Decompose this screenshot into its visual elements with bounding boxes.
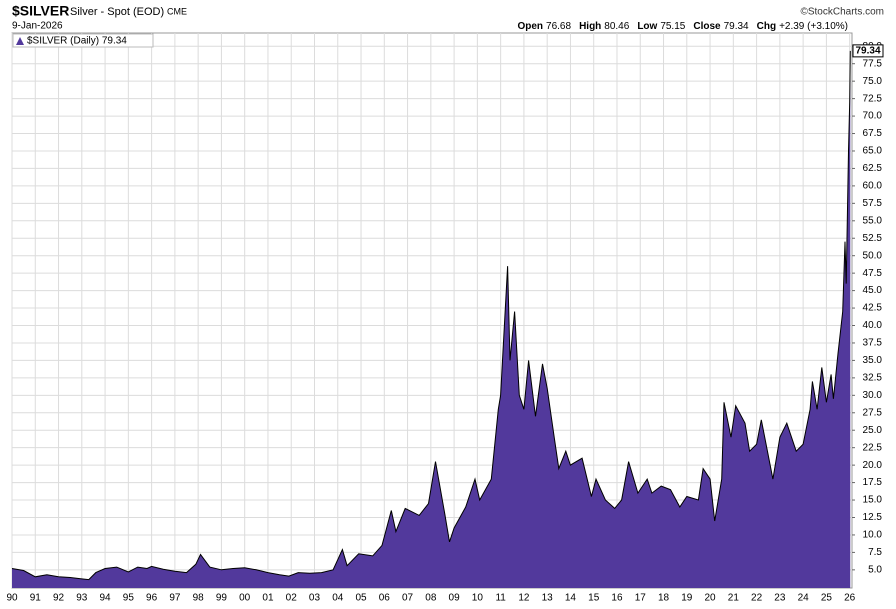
x-tick-label: 13 — [542, 593, 554, 604]
quote-value: 76.68 — [546, 21, 571, 32]
x-tick-label: 04 — [332, 593, 344, 604]
y-tick-label: 57.5 — [863, 198, 883, 209]
x-tick-label: 09 — [449, 593, 461, 604]
quote-label: Open — [517, 21, 543, 32]
x-tick-label: 17 — [635, 593, 647, 604]
y-tick-label: 52.5 — [863, 233, 883, 244]
x-tick-label: 95 — [123, 593, 135, 604]
y-tick-label: 50.0 — [863, 250, 883, 261]
y-tick-label: 22.5 — [863, 442, 883, 453]
x-tick-label: 15 — [588, 593, 600, 604]
y-tick-label: 45.0 — [863, 285, 883, 296]
y-tick-label: 77.5 — [863, 58, 883, 69]
x-tick-label: 12 — [518, 593, 530, 604]
exchange: CME — [167, 6, 187, 16]
x-tick-label: 05 — [355, 593, 367, 604]
quote-label: Low — [637, 21, 657, 32]
x-tick-label: 93 — [76, 593, 88, 604]
x-tick-label: 25 — [821, 593, 833, 604]
quote-value: 75.15 — [660, 21, 685, 32]
chart-title: Silver - Spot (EOD) — [70, 6, 164, 18]
y-tick-label: 40.0 — [863, 320, 883, 331]
y-tick-label: 42.5 — [863, 303, 883, 314]
x-tick-label: 97 — [169, 593, 181, 604]
x-tick-label: 20 — [704, 593, 716, 604]
y-tick-label: 55.0 — [863, 215, 883, 226]
y-tick-label: 70.0 — [863, 111, 883, 122]
y-tick-label: 25.0 — [863, 425, 883, 436]
x-tick-label: 10 — [472, 593, 484, 604]
x-tick-label: 96 — [146, 593, 158, 604]
x-tick-label: 08 — [425, 593, 437, 604]
y-tick-label: 62.5 — [863, 163, 883, 174]
quote-label: High — [579, 21, 601, 32]
x-tick-label: 14 — [565, 593, 577, 604]
x-tick-label: 07 — [402, 593, 414, 604]
price-tag: 79.34 — [855, 46, 880, 57]
x-tick-label: 91 — [30, 593, 42, 604]
x-tick-label: 18 — [658, 593, 670, 604]
y-tick-label: 5.0 — [868, 564, 882, 575]
y-tick-label: 67.5 — [863, 128, 883, 139]
x-tick-label: 11 — [495, 593, 506, 604]
symbol: $SILVER — [12, 3, 69, 19]
y-tick-label: 37.5 — [863, 338, 883, 349]
x-tick-label: 94 — [100, 593, 112, 604]
x-tick-label: 21 — [728, 593, 740, 604]
y-tick-label: 72.5 — [863, 93, 883, 104]
y-tick-label: 7.5 — [868, 547, 882, 558]
price-line — [11, 50, 851, 581]
y-tick-label: 10.0 — [863, 530, 883, 541]
x-tick-label: 16 — [611, 593, 623, 604]
y-tick-label: 27.5 — [863, 407, 883, 418]
date: 9-Jan-2026 — [12, 21, 63, 32]
x-tick-label: 03 — [309, 593, 321, 604]
y-tick-label: 75.0 — [863, 76, 883, 87]
quote-text: Open 76.68 High 80.46 Low 75.15 Close 79.34 Chg +… — [517, 21, 848, 32]
price-tag-box — [852, 44, 884, 58]
x-tick-label: 24 — [798, 593, 810, 604]
x-tick-label: 02 — [286, 593, 298, 604]
y-tick-label: 20.0 — [863, 460, 883, 471]
x-tick-label: 22 — [751, 593, 763, 604]
y-tick-label: 15.0 — [863, 495, 883, 506]
legend-text: $SILVER (Daily) 79.34 — [27, 36, 127, 47]
credit: ©StockCharts.com — [800, 7, 884, 18]
x-tick-label: 99 — [216, 593, 228, 604]
x-tick-label: 92 — [53, 593, 65, 604]
quote-value: 79.34 — [724, 21, 749, 32]
y-tick-label: 12.5 — [863, 512, 883, 523]
x-tick-label: 23 — [774, 593, 786, 604]
x-tick-label: 01 — [262, 593, 274, 604]
quote-value: 80.46 — [604, 21, 629, 32]
x-tick-label: 00 — [239, 593, 251, 604]
y-tick-label: 65.0 — [863, 146, 883, 157]
x-tick-label: 19 — [681, 593, 693, 604]
y-tick-label: 47.5 — [863, 268, 883, 279]
quote-label: Close — [693, 21, 721, 32]
y-tick-label: 30.0 — [863, 390, 883, 401]
y-tick-label: 32.5 — [863, 373, 883, 384]
area — [12, 50, 851, 588]
y-tick-label: 35.0 — [863, 355, 883, 366]
x-tick-label: 90 — [6, 593, 18, 604]
x-tick-label: 06 — [379, 593, 391, 604]
legend-box — [12, 33, 154, 48]
quote-label: Chg — [757, 21, 776, 32]
y-tick-label: 17.5 — [863, 477, 883, 488]
quote-value: +2.39 (+3.10%) — [779, 21, 848, 32]
legend-swatch — [16, 37, 24, 45]
x-tick-label: 26 — [844, 593, 856, 604]
y-tick-label: 60.0 — [863, 181, 883, 192]
x-tick-label: 98 — [193, 593, 205, 604]
